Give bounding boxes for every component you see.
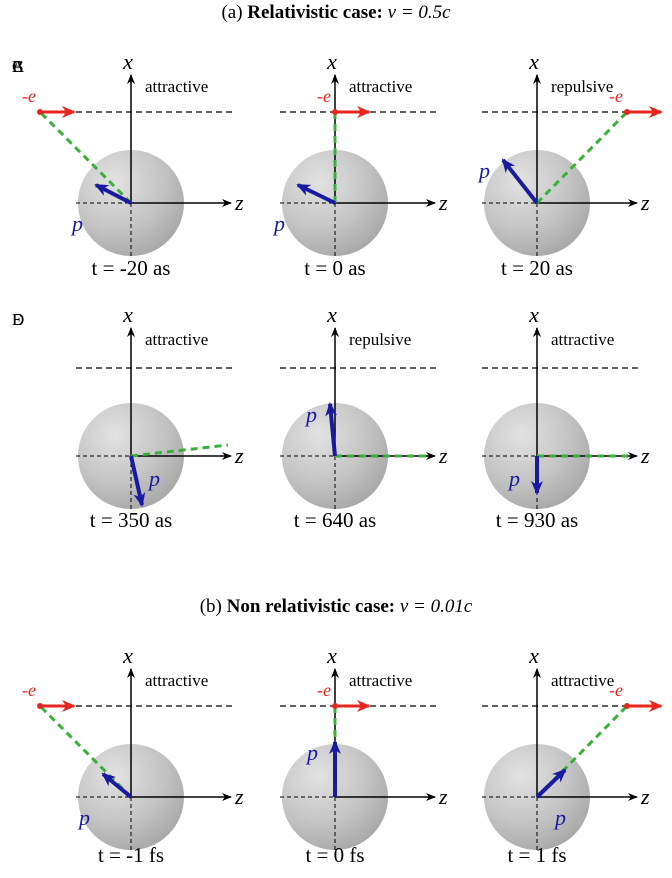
force-label: attractive [349,77,412,96]
green-line [535,704,629,799]
momentum-label: p⃗ [70,211,100,236]
green-line [130,443,229,458]
z-label: z [234,784,244,809]
force-label: repulsive [551,77,613,96]
momentum-arrow [94,183,132,205]
electron [37,703,43,709]
time-label: t = 20 as [501,256,573,280]
electron [624,109,630,115]
force-label: attractive [551,671,614,690]
charge-label: -e [22,86,36,106]
panel-letter: A [12,57,25,76]
z-label: z [438,443,448,468]
x-label: x [326,49,337,74]
title-part: Relativistic case: [247,2,383,23]
z-label: z [234,190,244,215]
title-part: (b) [200,596,222,617]
green-line [535,110,629,205]
x-label: x [528,49,539,74]
charge-label: -e [22,680,36,700]
momentum-label: p⃗ [77,805,107,830]
x-label: x [122,49,133,74]
momentum-arrow [101,772,133,799]
time-label: t = 0 as [304,256,365,280]
time-label: t = -20 as [92,256,171,280]
charge-label: -e [317,86,331,106]
x-label: x [326,643,337,668]
time-label: t = 0 fs [305,843,364,867]
momentum-label: p⃗ [147,466,177,491]
charge-label: -e [317,680,331,700]
momentum-label: p⃗ [304,402,334,427]
x-label: x [122,302,133,327]
electron [624,703,630,709]
panel-letter: E [12,310,22,329]
momentum-label: p⃗ [305,740,335,765]
z-label: z [438,190,448,215]
force-label: attractive [349,671,412,690]
time-label: t = 930 as [496,508,578,532]
title-part: (a) [221,2,242,23]
force-label: repulsive [349,330,411,349]
momentum-label: p⃗ [272,211,302,236]
section-title: (a) Relativistic case: v = 0.5c [221,2,451,23]
section-title: (b) Non relativistic case: v = 0.01c [200,596,473,617]
time-label: t = 350 as [90,508,172,532]
title-part: Non relativistic case: [227,596,396,617]
green-line [38,704,133,799]
panel-letter: C [12,57,23,76]
force-label: attractive [551,330,614,349]
time-label: t = -1 fs [98,843,164,867]
momentum-arrow [296,183,336,205]
force-label: attractive [145,330,208,349]
x-label: x [528,302,539,327]
x-label: x [528,643,539,668]
x-label: x [122,643,133,668]
force-label: attractive [145,77,208,96]
z-label: z [438,784,448,809]
panel-letter: B [12,57,23,76]
momentum-arrow [501,158,539,205]
momentum-arrow [129,455,146,507]
time-label: t = 640 as [294,508,376,532]
charge-label: -e [609,86,623,106]
z-label: z [640,190,650,215]
momentum-arrow [325,402,338,457]
panel-letter: D [12,310,24,329]
electron [37,109,43,115]
z-label: z [640,784,650,809]
momentum-label: p⃗ [477,158,507,183]
title-part: v = 0.01c [400,596,473,617]
title-part: v = 0.5c [388,2,452,23]
momentum-label: p⃗ [507,466,537,491]
momentum-label: p⃗ [553,805,583,830]
x-label: x [326,302,337,327]
force-label: attractive [145,671,208,690]
z-label: z [234,443,244,468]
time-label: t = 1 fs [507,843,566,867]
panel-letter: F [12,310,21,329]
momentum-arrow [535,768,567,799]
electron [332,109,338,115]
charge-label: -e [609,680,623,700]
electron [332,703,338,709]
green-line [38,110,133,205]
z-label: z [640,443,650,468]
